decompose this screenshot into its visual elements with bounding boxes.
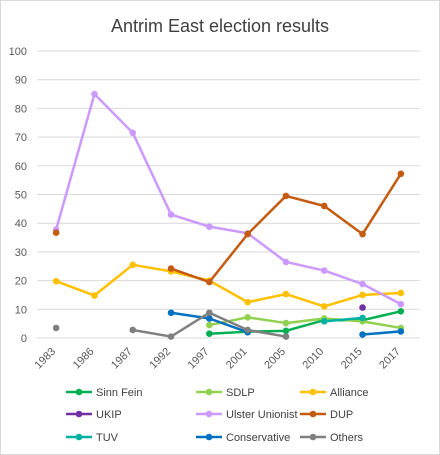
series-line [361,330,403,336]
series-line [208,316,403,330]
data-point [244,326,251,334]
legend-swatch-marker [205,388,213,396]
data-point [167,211,175,218]
series-ukip [359,304,366,311]
series-ulster-unionist [52,90,405,308]
data-point [359,230,366,238]
legend-swatch-marker [205,433,213,441]
legend-swatch-marker [205,410,213,418]
data-point [359,291,366,299]
data-point [320,303,328,310]
data-point [244,230,251,238]
data-point [206,309,213,317]
data-point [206,315,213,322]
data-point [359,314,366,322]
data-point [52,277,60,285]
series-dup [52,170,405,286]
data-point [397,308,405,315]
legend: Sinn Fein SDLP Alliance UKIP Ulster Unionist… [66,387,369,444]
legend-label: SDLP [226,387,255,399]
legend-label: Sinn Fein [96,387,142,399]
data-point [397,289,405,297]
y-tick-label: 80 [15,103,27,115]
legend-swatch-marker [75,433,83,441]
y-tick-label: 90 [15,75,27,87]
data-point [397,170,405,178]
data-point [129,129,137,137]
legend-label: TUV [96,432,119,444]
y-axis-ticks: 0 10 20 30 40 50 60 70 80 90 100 [9,46,27,345]
legend-label: UKIP [96,409,122,421]
y-tick-label: 10 [15,304,27,316]
series-line [323,316,364,323]
legend-swatch-marker [75,410,83,418]
data-point [206,321,213,329]
legend-item: DUP [300,409,353,421]
data-point [282,290,290,298]
y-tick-label: 100 [9,46,27,58]
data-point [91,292,98,299]
data-point [320,318,328,325]
data-point [244,314,251,321]
chart-title: Antrim East election results [111,16,329,36]
data-point [91,90,98,98]
series-tuv [320,314,366,325]
data-point [359,280,366,288]
series-others [52,309,290,340]
series-line [208,310,403,335]
legend-swatch-marker [309,410,317,418]
data-point [282,192,290,200]
data-point [359,331,366,338]
data-point [52,229,60,236]
data-point [52,324,60,332]
data-point [282,258,290,266]
legend-item: Conservative [196,432,290,444]
data-point [167,265,175,272]
y-tick-label: 40 [15,218,27,230]
data-point [282,333,290,340]
legend-label: Conservative [226,432,290,444]
data-point [206,223,213,230]
legend-label: DUP [330,409,353,421]
data-point [206,330,213,337]
legend-swatch-marker [309,388,317,396]
legend-label: Others [330,432,364,444]
series-line [54,263,403,308]
legend-label: Alliance [330,387,369,399]
y-tick-label: 20 [15,276,27,288]
legend-item: Sinn Fein [66,387,142,399]
y-tick-label: 60 [15,161,27,173]
plot-area [52,90,405,340]
data-point [129,261,137,269]
y-tick-label: 70 [15,132,27,144]
data-point [206,278,213,286]
y-tick-label: 50 [15,190,27,202]
data-point [167,333,175,340]
legend-item: Ulster Unionist [196,409,298,421]
data-point [397,300,405,308]
y-tick-label: 0 [21,333,27,345]
legend-label: Ulster Unionist [226,409,298,421]
legend-swatch-marker [309,433,317,441]
series-line [54,92,403,306]
legend-item: SDLP [196,387,255,399]
data-point [397,328,405,335]
data-point [167,309,175,317]
legend-swatch-marker [75,388,83,396]
data-point [129,326,137,334]
data-point [282,327,290,335]
legend-item: Others [300,432,364,444]
data-point [320,267,328,274]
data-point [282,319,290,327]
data-point [359,304,366,311]
y-tick-label: 30 [15,247,27,259]
gridlines [37,50,420,339]
legend-item: Alliance [300,387,369,399]
legend-item: TUV [66,432,119,444]
legend-item: UKIP [66,409,122,421]
data-point [320,202,328,210]
series-conservative [167,309,405,338]
data-point [244,298,251,306]
